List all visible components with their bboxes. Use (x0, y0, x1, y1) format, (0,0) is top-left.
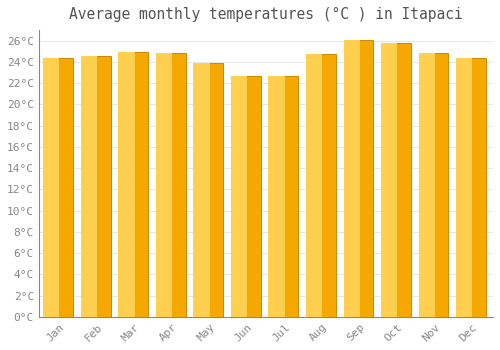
Bar (156, 54, 172, 317)
Bar (46, 58, 73, 317)
Bar (268, 76, 284, 317)
Bar (456, 58, 472, 317)
Bar (84, 56, 110, 317)
Bar (118, 52, 134, 317)
Bar (234, 76, 260, 317)
Bar (43, 58, 60, 317)
Bar (194, 63, 210, 317)
Bar (271, 76, 298, 317)
Bar (459, 58, 486, 317)
Bar (196, 63, 223, 317)
Bar (308, 55, 336, 317)
Bar (231, 76, 247, 317)
Bar (81, 56, 97, 317)
Bar (306, 55, 322, 317)
Bar (422, 54, 448, 317)
Bar (381, 43, 398, 317)
Title: Average monthly temperatures (°C ) in Itapaci: Average monthly temperatures (°C ) in It… (69, 7, 463, 22)
Bar (384, 43, 411, 317)
Bar (344, 40, 360, 317)
Bar (158, 54, 186, 317)
Bar (418, 54, 435, 317)
Bar (121, 52, 148, 317)
Bar (346, 40, 374, 317)
